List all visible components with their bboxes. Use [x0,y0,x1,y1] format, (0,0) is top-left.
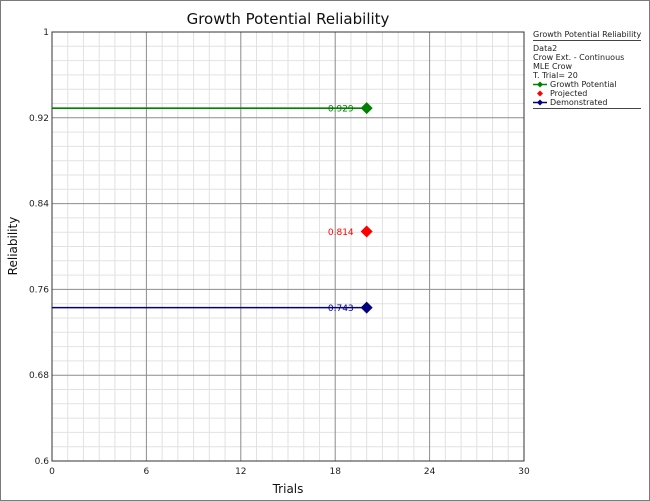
data-point-diamond [360,102,373,115]
legend-info-line: T. Trial= 20 [533,71,578,80]
legend-diamond-icon [537,90,543,97]
x-tick-label: 0 [49,467,55,477]
x-tick-label: 18 [329,467,341,477]
legend-entry-projected: Projected [533,89,641,98]
minor-grid [52,32,524,461]
chart-title: Growth Potential Reliability [187,10,390,28]
y-tick-label: 0.84 [29,200,49,210]
legend-entry-label: Projected [550,89,588,98]
y-tick-label: 0.6 [35,457,50,467]
data-label: 0.814 [328,228,354,238]
x-tick-label: 6 [144,467,150,477]
legend-info-line: Data2 [533,44,558,53]
legend-title: Growth Potential Reliability [533,30,642,41]
y-tick-label: 0.76 [29,285,49,295]
x-tick-label: 24 [424,467,436,477]
series-growth-potential: 0.929 [52,102,373,115]
legend-line-diamond-icon [533,99,547,106]
y-axis-label: Reliability [6,217,20,276]
legend-info-line: Crow Ext. - Continuous [533,53,625,62]
legend-info-line: MLE Crow [533,62,573,71]
series-layer: 0.929 0.814 0.743 [52,102,373,314]
legend-entry-demonstrated: Demonstrated [533,98,641,109]
y-axis-ticks: 0.6 0.68 0.76 0.84 0.92 1 [29,28,49,467]
x-axis-label: Trials [272,482,304,496]
series-projected: 0.814 [328,225,373,238]
data-point-diamond [360,301,373,314]
legend: Growth Potential Reliability Data2 Crow … [533,30,641,109]
legend-entry-growth-potential: Growth Potential [533,80,641,89]
data-label: 0.743 [328,304,354,314]
series-demonstrated: 0.743 [52,301,373,314]
legend-line-diamond-icon [533,81,547,88]
data-label: 0.929 [328,105,354,115]
plot-area [51,31,525,462]
legend-entry-label: Growth Potential [550,80,617,89]
y-tick-label: 0.68 [29,371,49,381]
x-tick-label: 30 [518,467,530,477]
data-point-diamond [360,225,373,238]
legend-entry-label: Demonstrated [550,98,608,107]
x-axis-ticks: 0 6 12 18 24 30 [49,467,530,477]
y-tick-label: 1 [43,28,49,38]
y-tick-label: 0.92 [29,114,49,124]
x-tick-label: 12 [235,467,246,477]
